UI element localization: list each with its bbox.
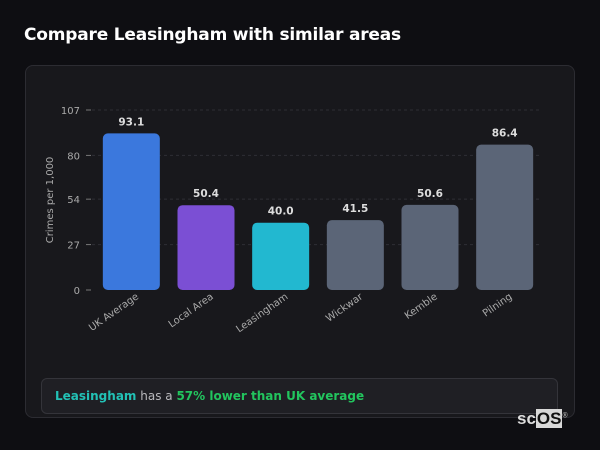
- x-tick-label: Leasingham: [234, 291, 290, 335]
- summary-area: Leasingham: [55, 389, 137, 403]
- bar-kemble: [401, 204, 459, 290]
- page-title: Compare Leasingham with similar areas: [24, 25, 401, 45]
- data-label: 86.4: [492, 128, 518, 140]
- y-tick-label: 80: [67, 151, 80, 162]
- x-tick-label: Wickwar: [324, 291, 366, 325]
- data-label: 41.5: [342, 203, 368, 215]
- y-tick-label: 54: [67, 195, 80, 206]
- summary-box: Leasingham has a 57% lower than UK avera…: [41, 378, 558, 414]
- bar-leasingham: [252, 222, 310, 290]
- bar-uk-average: [102, 133, 160, 290]
- y-tick-label: 107: [61, 106, 80, 117]
- x-tick-label: UK Average: [87, 291, 141, 333]
- summary-comparison: 57% lower than UK average: [176, 389, 365, 403]
- data-label: 50.6: [417, 188, 443, 200]
- x-tick-label: Pilning: [481, 291, 514, 319]
- logo: scOS®: [517, 409, 568, 428]
- bar-pilning: [476, 144, 534, 290]
- summary-text: has a: [136, 389, 177, 403]
- bar-local-area: [177, 205, 235, 290]
- data-label: 40.0: [268, 206, 294, 218]
- data-label: 50.4: [193, 188, 219, 200]
- y-tick-label: 27: [67, 241, 80, 252]
- y-tick-label: 0: [74, 286, 80, 297]
- y-axis-label: Crimes per 1,000: [45, 157, 56, 244]
- x-tick-label: Local Area: [167, 291, 216, 330]
- data-label: 93.1: [118, 116, 144, 128]
- bar-wickwar: [326, 220, 384, 290]
- x-tick-label: Kemble: [403, 291, 440, 321]
